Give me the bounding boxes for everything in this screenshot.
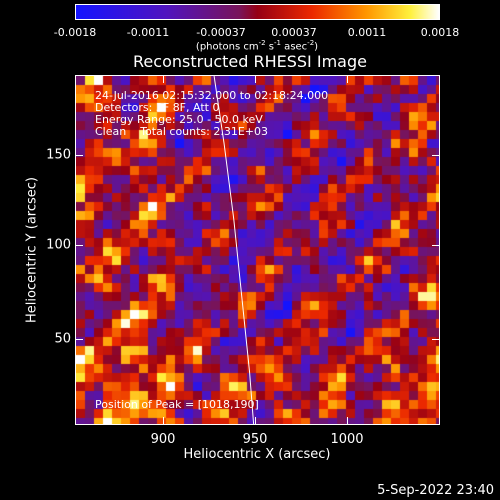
x-tick: [163, 417, 164, 425]
colorbar-tick-label: 0.00037: [271, 26, 317, 39]
detectors-label: Detectors: 3F 8F, Att 0: [95, 101, 220, 114]
clean-counts-label: Clean Total counts: 2.31E+03: [95, 125, 269, 138]
colorbar-tick-label: -0.0011: [126, 26, 170, 39]
plot-area: 24-Jul-2016 02:15:32.000 to 02:18:24.000…: [75, 75, 440, 425]
colorbar-tick-label: -0.00037: [196, 26, 246, 39]
y-tick: [75, 339, 83, 340]
y-axis-label: Heliocentric Y (arcsec): [24, 177, 40, 323]
colorbar-tick-label: 0.0018: [420, 26, 460, 39]
x-tick: [347, 75, 348, 83]
energy-range-label: Energy Range: 25.0 - 50.0 keV: [95, 113, 263, 126]
x-tick: [255, 417, 256, 425]
solar-limb-line: [213, 76, 255, 424]
colorbar-gradient: [76, 5, 439, 19]
chart-title: Reconstructed RHESSI Image: [133, 52, 367, 71]
y-tick: [75, 245, 83, 246]
y-tick: [432, 155, 440, 156]
time-range-label: 24-Jul-2016 02:15:32.000 to 02:18:24.000: [95, 89, 329, 102]
y-tick: [432, 339, 440, 340]
colorbar: [75, 4, 440, 20]
x-tick: [255, 75, 256, 83]
y-tick: [75, 155, 83, 156]
y-tick-label: 150: [46, 147, 71, 163]
x-tick-label: 900: [150, 432, 176, 447]
date-stamp: 5-Sep-2022 23:40: [377, 483, 494, 498]
colorbar-tick-label: 0.0011: [347, 26, 387, 39]
colorbar-unit-label: (photons cm-2 s-1 asec-2): [195, 39, 319, 53]
x-axis-label: Heliocentric X (arcsec): [183, 447, 331, 462]
x-tick: [163, 75, 164, 83]
y-tick: [432, 245, 440, 246]
x-tick-label: 1000: [330, 432, 364, 447]
x-tick-label: 950: [242, 432, 268, 447]
heatmap-image: [76, 76, 439, 424]
x-tick: [347, 417, 348, 425]
y-tick-label: 100: [46, 237, 71, 253]
colorbar-tick-label: -0.0018: [53, 26, 97, 39]
y-tick-label: 50: [54, 331, 71, 347]
solar-limb-overlay: [213, 76, 255, 424]
peak-position-label: Position of Peak = [1018,190]: [95, 398, 259, 411]
